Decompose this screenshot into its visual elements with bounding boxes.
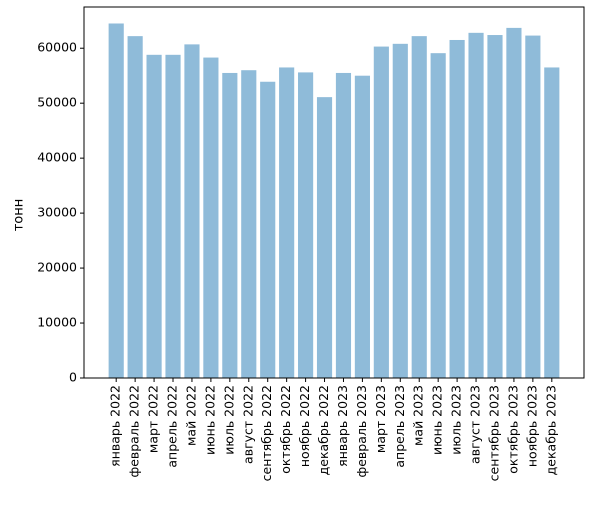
y-tick-label: 30000 (37, 205, 77, 220)
bar-1 (108, 23, 124, 378)
y-tick-label: 10000 (37, 315, 77, 330)
bar-3 (146, 54, 162, 378)
y-tick-label: 40000 (37, 150, 77, 165)
x-tick-label: июнь 2022 (202, 385, 217, 455)
bar-20 (468, 32, 484, 379)
bar-17 (411, 36, 427, 378)
x-tick-label: февраль 2023 (354, 385, 369, 477)
bar-4 (165, 54, 181, 378)
x-tick-label: август 2022 (240, 385, 255, 464)
x-tick-label: декабрь 2022 (316, 385, 331, 475)
x-tick-label: июль 2023 (449, 385, 464, 455)
x-tick-label: февраль 2022 (127, 385, 142, 477)
y-ticks-group: 0 10000 20000 30000 40000 50000 60000 (37, 40, 84, 385)
y-tick-label: 20000 (37, 260, 77, 275)
x-tick-label: август 2023 (468, 385, 483, 464)
bar-5 (184, 44, 200, 378)
bar-14 (354, 75, 370, 378)
y-tick-label: 0 (69, 370, 77, 385)
x-tick-label: сентябрь 2023 (486, 385, 501, 481)
x-tick-label: октябрь 2022 (278, 385, 293, 474)
bar-21 (487, 35, 503, 378)
x-tick-label: июнь 2023 (430, 385, 445, 455)
axes-group (83, 6, 585, 379)
x-tick-label: май 2022 (183, 385, 198, 446)
bar-13 (335, 72, 352, 378)
bar-6 (203, 57, 219, 379)
x-tick-label: ноябрь 2023 (524, 385, 539, 467)
bar-15 (373, 46, 389, 378)
x-tick-label: январь 2022 (108, 385, 123, 467)
x-tick-label: октябрь 2023 (505, 385, 520, 474)
bar-8 (241, 70, 257, 379)
bar-12 (316, 97, 333, 379)
x-tick-label: июль 2022 (221, 385, 236, 455)
bar-18 (430, 53, 446, 379)
bar-22 (506, 27, 522, 378)
bar-24 (544, 67, 560, 378)
bar-9 (260, 81, 276, 378)
x-tick-label: сентябрь 2022 (259, 385, 274, 481)
x-tick-label: декабрь 2023 (543, 385, 558, 475)
bar-7 (222, 72, 238, 378)
x-tick-label: март 2023 (373, 385, 388, 453)
x-tick-label: апрель 2022 (165, 385, 180, 468)
x-ticks-group: январь 2022 февраль 2022 март 2022 апрель 2… (108, 378, 558, 481)
bar-23 (525, 35, 541, 378)
plot-frame (83, 6, 585, 379)
x-tick-label: май 2023 (411, 385, 426, 446)
bars-group (108, 23, 560, 379)
x-tick-label: март 2022 (146, 385, 161, 453)
x-tick-label: апрель 2023 (392, 385, 407, 468)
x-tick-label: январь 2023 (335, 385, 350, 467)
bar-2 (127, 36, 143, 378)
x-tick-label: ноябрь 2022 (297, 385, 312, 467)
y-tick-label: 50000 (37, 95, 77, 110)
bar-10 (279, 67, 295, 378)
bar-11 (298, 72, 314, 378)
y-axis-label: тонн (12, 199, 27, 232)
y-tick-label: 60000 (37, 40, 77, 55)
bar-16 (392, 43, 408, 378)
bar-19 (449, 39, 465, 378)
